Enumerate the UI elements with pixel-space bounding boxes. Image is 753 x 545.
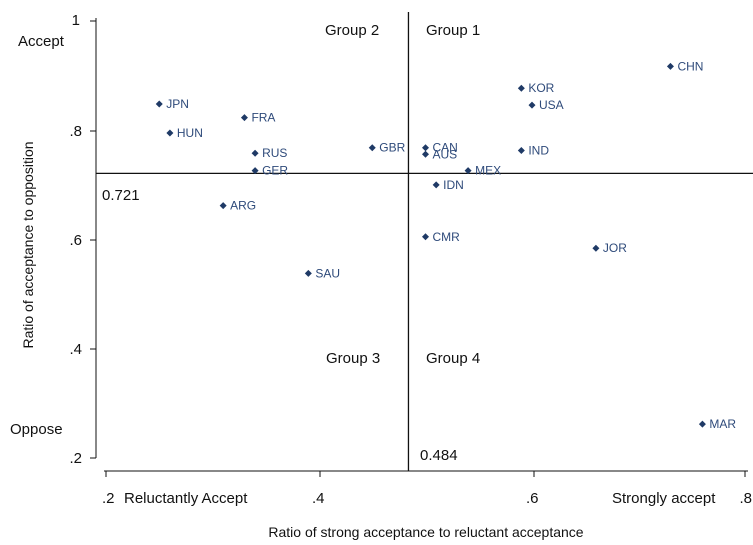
point-label-chn: CHN [677, 59, 703, 73]
point-marker-hun [166, 129, 174, 137]
y-low-label: Oppose [10, 421, 63, 438]
point-label-idn: IDN [443, 178, 464, 192]
point-label-cmr: CMR [433, 230, 461, 244]
point-label-jor: JOR [603, 241, 627, 255]
point-label-rus: RUS [262, 146, 287, 160]
y-threshold-label: 0.721 [102, 187, 140, 204]
x-tick-label: .6 [526, 490, 539, 507]
point-label-fra: FRA [251, 111, 275, 125]
y-ticks: .2 .4 .6 .8 1 [69, 12, 96, 467]
point-marker-mex [464, 167, 472, 175]
point-label-mar: MAR [709, 417, 736, 431]
point-marker-sau [304, 269, 312, 277]
point-label-mex: MEX [475, 164, 501, 178]
point-marker-mar [698, 420, 706, 428]
point-label-ger: GER [262, 164, 288, 178]
x-tick-label: .8 [739, 490, 752, 507]
y-tick-label: .2 [69, 450, 82, 467]
x-low-label: Reluctantly Accept [124, 490, 248, 507]
point-label-gbr: GBR [379, 141, 405, 155]
group-1-label: Group 1 [426, 22, 480, 39]
point-marker-jpn [155, 100, 163, 108]
group-4-label: Group 4 [426, 350, 480, 367]
y-tick-label: .6 [69, 232, 82, 249]
point-marker-ind [517, 146, 525, 154]
point-marker-rus [251, 149, 259, 157]
y-tick-label: .4 [69, 341, 82, 358]
y-tick-label: .8 [69, 123, 82, 140]
x-tick-label: .4 [312, 490, 325, 507]
point-label-jpn: JPN [166, 97, 189, 111]
group-3-label: Group 3 [326, 350, 380, 367]
point-label-sau: SAU [315, 266, 340, 280]
y-tick-label: 1 [72, 12, 80, 29]
y-axis-title: Ratio of acceptance to opposition [20, 141, 36, 348]
point-marker-chn [666, 62, 674, 70]
point-marker-usa [528, 101, 536, 109]
point-label-aus: AUS [433, 147, 458, 161]
x-high-label: Strongly accept [612, 490, 716, 507]
y-high-label: Accept [18, 33, 65, 50]
point-label-hun: HUN [177, 126, 203, 140]
point-marker-kor [517, 84, 525, 92]
point-label-arg: ARG [230, 199, 256, 213]
point-marker-jor [592, 244, 600, 252]
point-marker-cmr [422, 233, 429, 241]
point-marker-idn [432, 181, 440, 189]
group-2-label: Group 2 [325, 22, 379, 39]
point-marker-gbr [368, 144, 376, 152]
x-axis-title: Ratio of strong acceptance to reluctant … [268, 524, 583, 540]
point-label-can: CAN [433, 141, 458, 155]
x-threshold-label: 0.484 [420, 447, 458, 464]
x-tick-label: .2 [102, 490, 115, 507]
point-label-ind: IND [528, 143, 549, 157]
point-marker-aus [422, 150, 429, 158]
x-ticks: .2 .4 .6 .8 [102, 471, 752, 507]
point-marker-ger [251, 167, 259, 175]
point-label-kor: KOR [528, 81, 554, 95]
point-marker-arg [219, 202, 227, 210]
point-label-usa: USA [539, 98, 564, 112]
point-marker-can [422, 144, 429, 152]
point-marker-fra [240, 114, 248, 122]
